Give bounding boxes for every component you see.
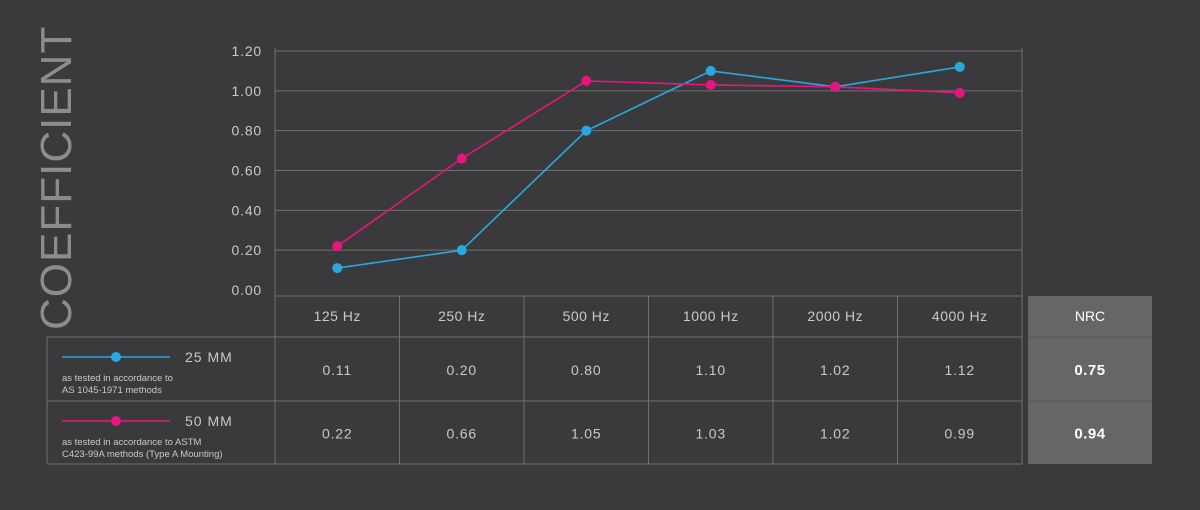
legend-series-name: 25 MM	[185, 349, 233, 365]
legend-marker	[111, 416, 121, 426]
grid-layer	[274, 48, 1023, 296]
nrc-header: NRC	[1075, 308, 1105, 324]
data-point	[705, 79, 716, 90]
table-value: 0.11	[323, 362, 352, 378]
table-value: 0.20	[447, 362, 477, 378]
data-point	[581, 125, 592, 136]
data-point	[332, 241, 343, 252]
table-value: 1.02	[820, 362, 850, 378]
table-value: 1.03	[696, 426, 726, 442]
table-value: 0.80	[571, 362, 601, 378]
x-category-label: 4000 Hz	[932, 308, 988, 324]
table-value: 1.05	[571, 426, 601, 442]
data-point	[332, 263, 343, 274]
y-tick-label: 1.00	[232, 83, 262, 99]
x-category-label: 2000 Hz	[807, 308, 863, 324]
table-value: 1.12	[945, 362, 975, 378]
nrc-value: 0.94	[1074, 426, 1105, 443]
x-category-label: 500 Hz	[563, 308, 610, 324]
y-tick-label: 0.20	[232, 242, 262, 258]
y-tick-label: 1.20	[232, 43, 262, 59]
series-layer	[332, 61, 965, 274]
y-tick-label: 0.40	[232, 202, 262, 218]
legend-marker	[111, 352, 121, 362]
table-value: 0.66	[447, 426, 477, 442]
data-point	[456, 153, 467, 164]
series-line	[336, 80, 960, 247]
table-value: 1.02	[820, 426, 850, 442]
series-line	[337, 66, 960, 269]
nrc-column-fill	[1028, 296, 1152, 464]
legend-series-name: 50 MM	[185, 413, 233, 429]
data-point	[705, 65, 716, 76]
data-point	[456, 245, 467, 256]
table-value: 0.99	[945, 426, 975, 442]
label-layer: 0.00 0.20 0.40 0.60 0.80 1.00 1.20 125 Hz 250 Hz…	[62, 43, 1105, 460]
legend-note: as tested in accordance to ASTM	[62, 437, 201, 448]
data-point	[954, 87, 965, 98]
data-point	[954, 61, 965, 72]
table-value: 1.10	[696, 362, 726, 378]
legend-note: C423-99A methods (Type A Mounting)	[62, 449, 223, 460]
y-tick-label: 0.60	[232, 163, 262, 179]
legend-note: AS 1045-1971 methods	[62, 385, 162, 396]
x-category-label: 250 Hz	[438, 308, 485, 324]
legend-note: as tested in accordance to	[62, 373, 173, 384]
x-category-label: 1000 Hz	[683, 308, 739, 324]
data-point	[830, 81, 841, 92]
x-category-label: 125 Hz	[314, 308, 361, 324]
data-point	[581, 75, 592, 86]
data-table	[46, 295, 1152, 465]
y-tick-label: 0.00	[232, 282, 262, 298]
y-tick-label: 0.80	[232, 123, 262, 139]
nrc-value: 0.75	[1074, 362, 1105, 379]
table-value: 0.22	[322, 426, 352, 442]
